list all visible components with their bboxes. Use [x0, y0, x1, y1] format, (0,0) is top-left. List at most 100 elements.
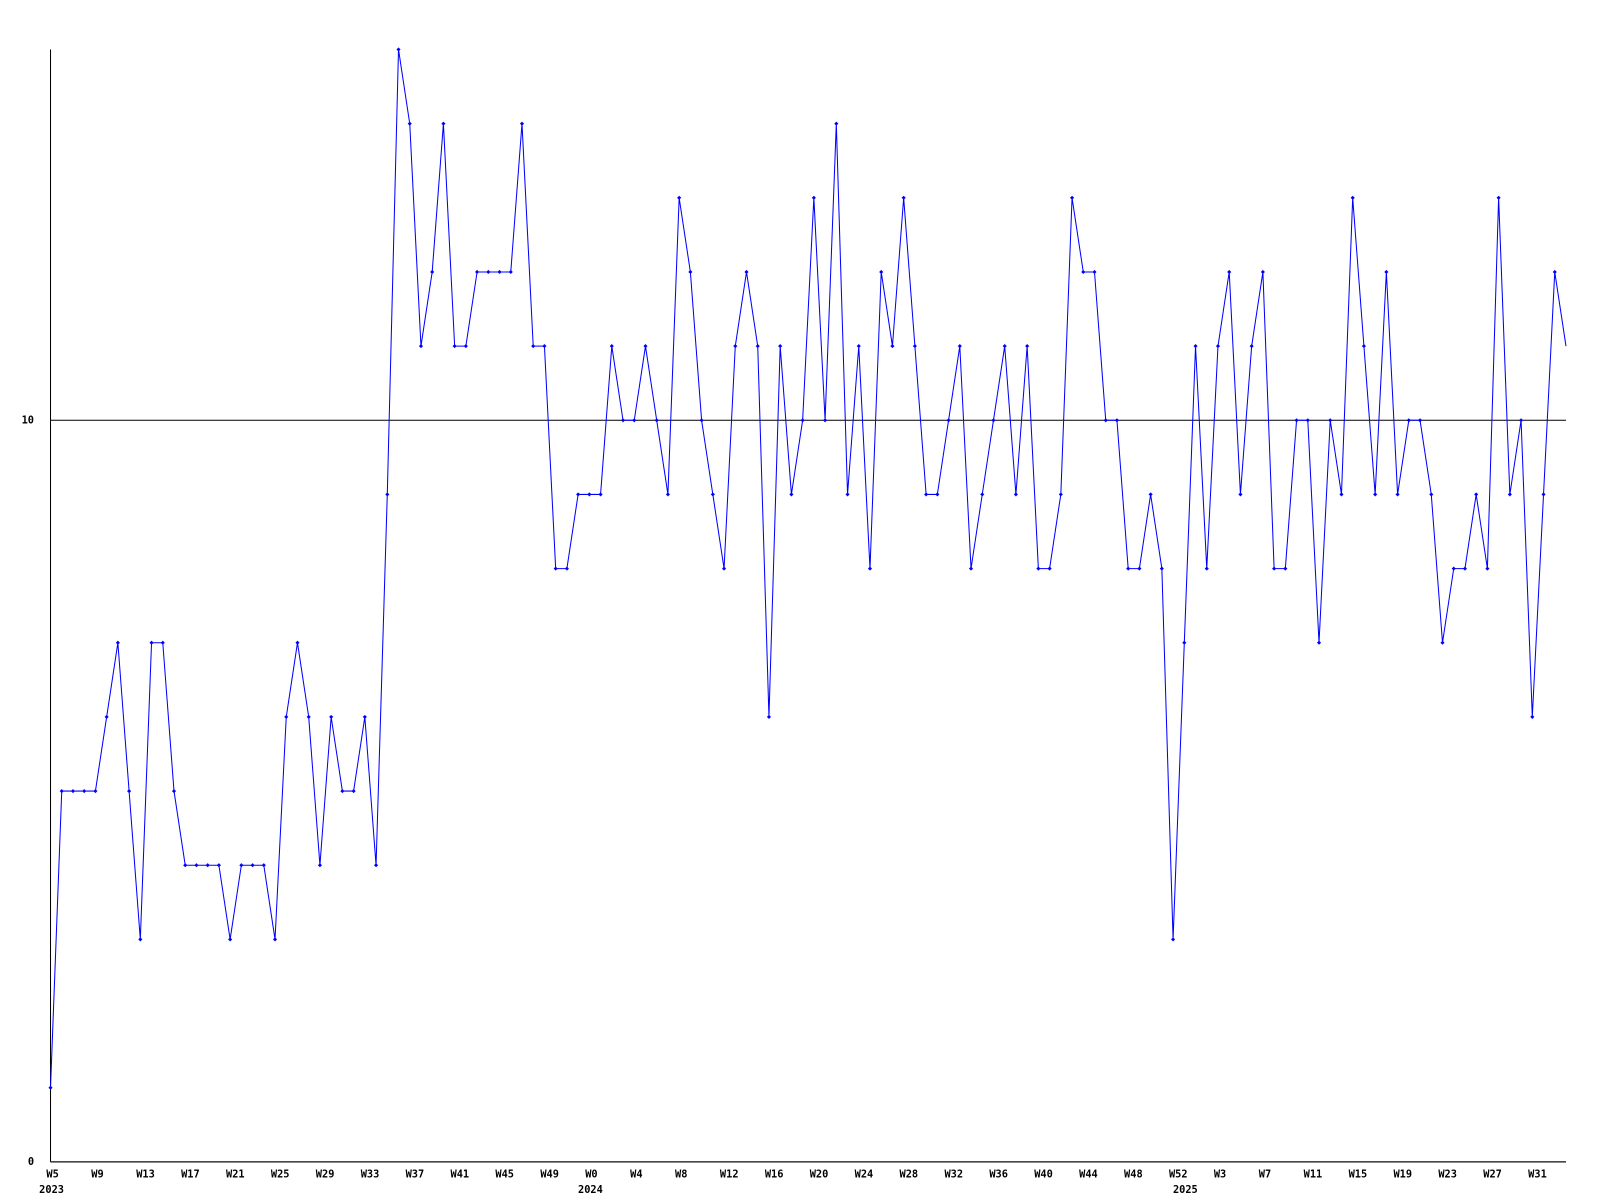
point-marker: [1373, 492, 1378, 497]
point-marker: [1350, 195, 1355, 200]
point-marker: [744, 269, 749, 275]
point-marker: [351, 789, 356, 794]
point-marker: [1541, 492, 1546, 497]
x-tick-label: W12: [720, 1168, 739, 1180]
point-marker: [980, 492, 985, 497]
point-marker: [800, 418, 805, 423]
x-tick-label: W11: [1304, 1168, 1323, 1180]
point-marker: [1395, 492, 1400, 497]
x-tick-label: W40: [1034, 1168, 1053, 1180]
point-marker: [171, 789, 177, 794]
point-marker: [665, 492, 670, 497]
point-marker: [1227, 269, 1232, 275]
point-marker: [924, 492, 929, 497]
point-marker: [1507, 492, 1512, 497]
point-marker: [228, 937, 233, 942]
point-marker: [1013, 492, 1018, 497]
point-marker: [396, 47, 401, 52]
x-tick-label: W4: [630, 1168, 642, 1180]
x-tick-label: W3: [1214, 1168, 1226, 1180]
y-tick-label: 10: [22, 414, 34, 426]
point-marker: [497, 269, 502, 275]
x-tick-label: W20: [810, 1168, 829, 1180]
x-tick-label: W23: [1438, 1168, 1457, 1180]
point-marker: [486, 269, 491, 275]
series-line: [50, 49, 1567, 1088]
point-marker: [1283, 566, 1288, 571]
point-marker: [755, 344, 760, 349]
point-marker: [856, 344, 861, 349]
point-marker: [1485, 566, 1490, 571]
point-marker: [430, 269, 435, 275]
point-marker: [1148, 492, 1153, 497]
x-tick-label: W31: [1528, 1168, 1547, 1180]
point-marker: [609, 344, 614, 349]
point-marker: [542, 344, 547, 349]
point-marker: [1339, 492, 1344, 497]
point-marker: [1103, 418, 1108, 423]
point-marker: [531, 344, 536, 349]
point-marker: [1215, 344, 1221, 349]
x-tick-label: W48: [1124, 1168, 1143, 1180]
point-marker: [688, 269, 693, 275]
point-marker: [1417, 418, 1423, 423]
point-marker: [160, 640, 165, 645]
point-marker: [935, 492, 940, 497]
point-marker: [912, 344, 917, 349]
point-marker: [1552, 269, 1557, 275]
x-tick-label: W13: [136, 1168, 155, 1180]
point-marker: [1440, 640, 1445, 645]
point-marker: [643, 344, 648, 349]
point-marker: [272, 937, 278, 942]
x-tick-label: W7: [1259, 1168, 1271, 1180]
point-marker: [1159, 566, 1164, 571]
point-marker: [677, 195, 682, 200]
point-marker: [1328, 418, 1333, 423]
point-marker: [205, 863, 210, 868]
point-marker: [115, 640, 120, 645]
point-marker: [946, 418, 951, 423]
point-marker: [216, 863, 221, 868]
point-marker: [373, 863, 379, 868]
point-marker: [1002, 344, 1007, 349]
x-tick-label: W24: [855, 1168, 874, 1180]
point-marker: [1238, 492, 1243, 497]
point-marker: [441, 121, 446, 126]
x-tick-label: W45: [495, 1168, 514, 1180]
point-marker: [823, 418, 828, 423]
point-marker: [284, 714, 289, 719]
x-tick-label: W0: [585, 1168, 597, 1180]
x-tick-label: W19: [1393, 1168, 1412, 1180]
point-marker: [1025, 344, 1030, 349]
point-marker: [362, 714, 367, 719]
point-marker: [1530, 714, 1535, 719]
point-marker: [250, 863, 255, 868]
point-marker: [82, 789, 87, 794]
point-marker: [70, 789, 76, 794]
point-marker: [317, 863, 322, 868]
x-tick-label: W5: [46, 1168, 58, 1180]
x-tick-label: W17: [181, 1168, 200, 1180]
point-marker: [766, 714, 772, 719]
x-tick-label: W21: [226, 1168, 245, 1180]
x-tick-label: W49: [540, 1168, 559, 1180]
point-marker: [1058, 492, 1063, 497]
point-marker: [721, 566, 727, 571]
point-marker: [329, 714, 334, 719]
point-marker: [239, 863, 244, 868]
point-marker: [1126, 566, 1131, 571]
point-marker: [1204, 566, 1209, 571]
point-marker: [789, 492, 794, 497]
point-marker: [306, 714, 311, 719]
point-marker: [1361, 344, 1366, 349]
x-tick-label: W29: [316, 1168, 335, 1180]
point-marker: [385, 492, 390, 497]
point-marker: [475, 269, 480, 275]
point-marker: [710, 492, 715, 497]
x-year-label: 2023: [39, 1184, 64, 1196]
point-marker: [452, 344, 457, 349]
x-tick-label: W15: [1349, 1168, 1368, 1180]
point-marker: [1462, 566, 1468, 571]
point-marker: [407, 121, 412, 126]
